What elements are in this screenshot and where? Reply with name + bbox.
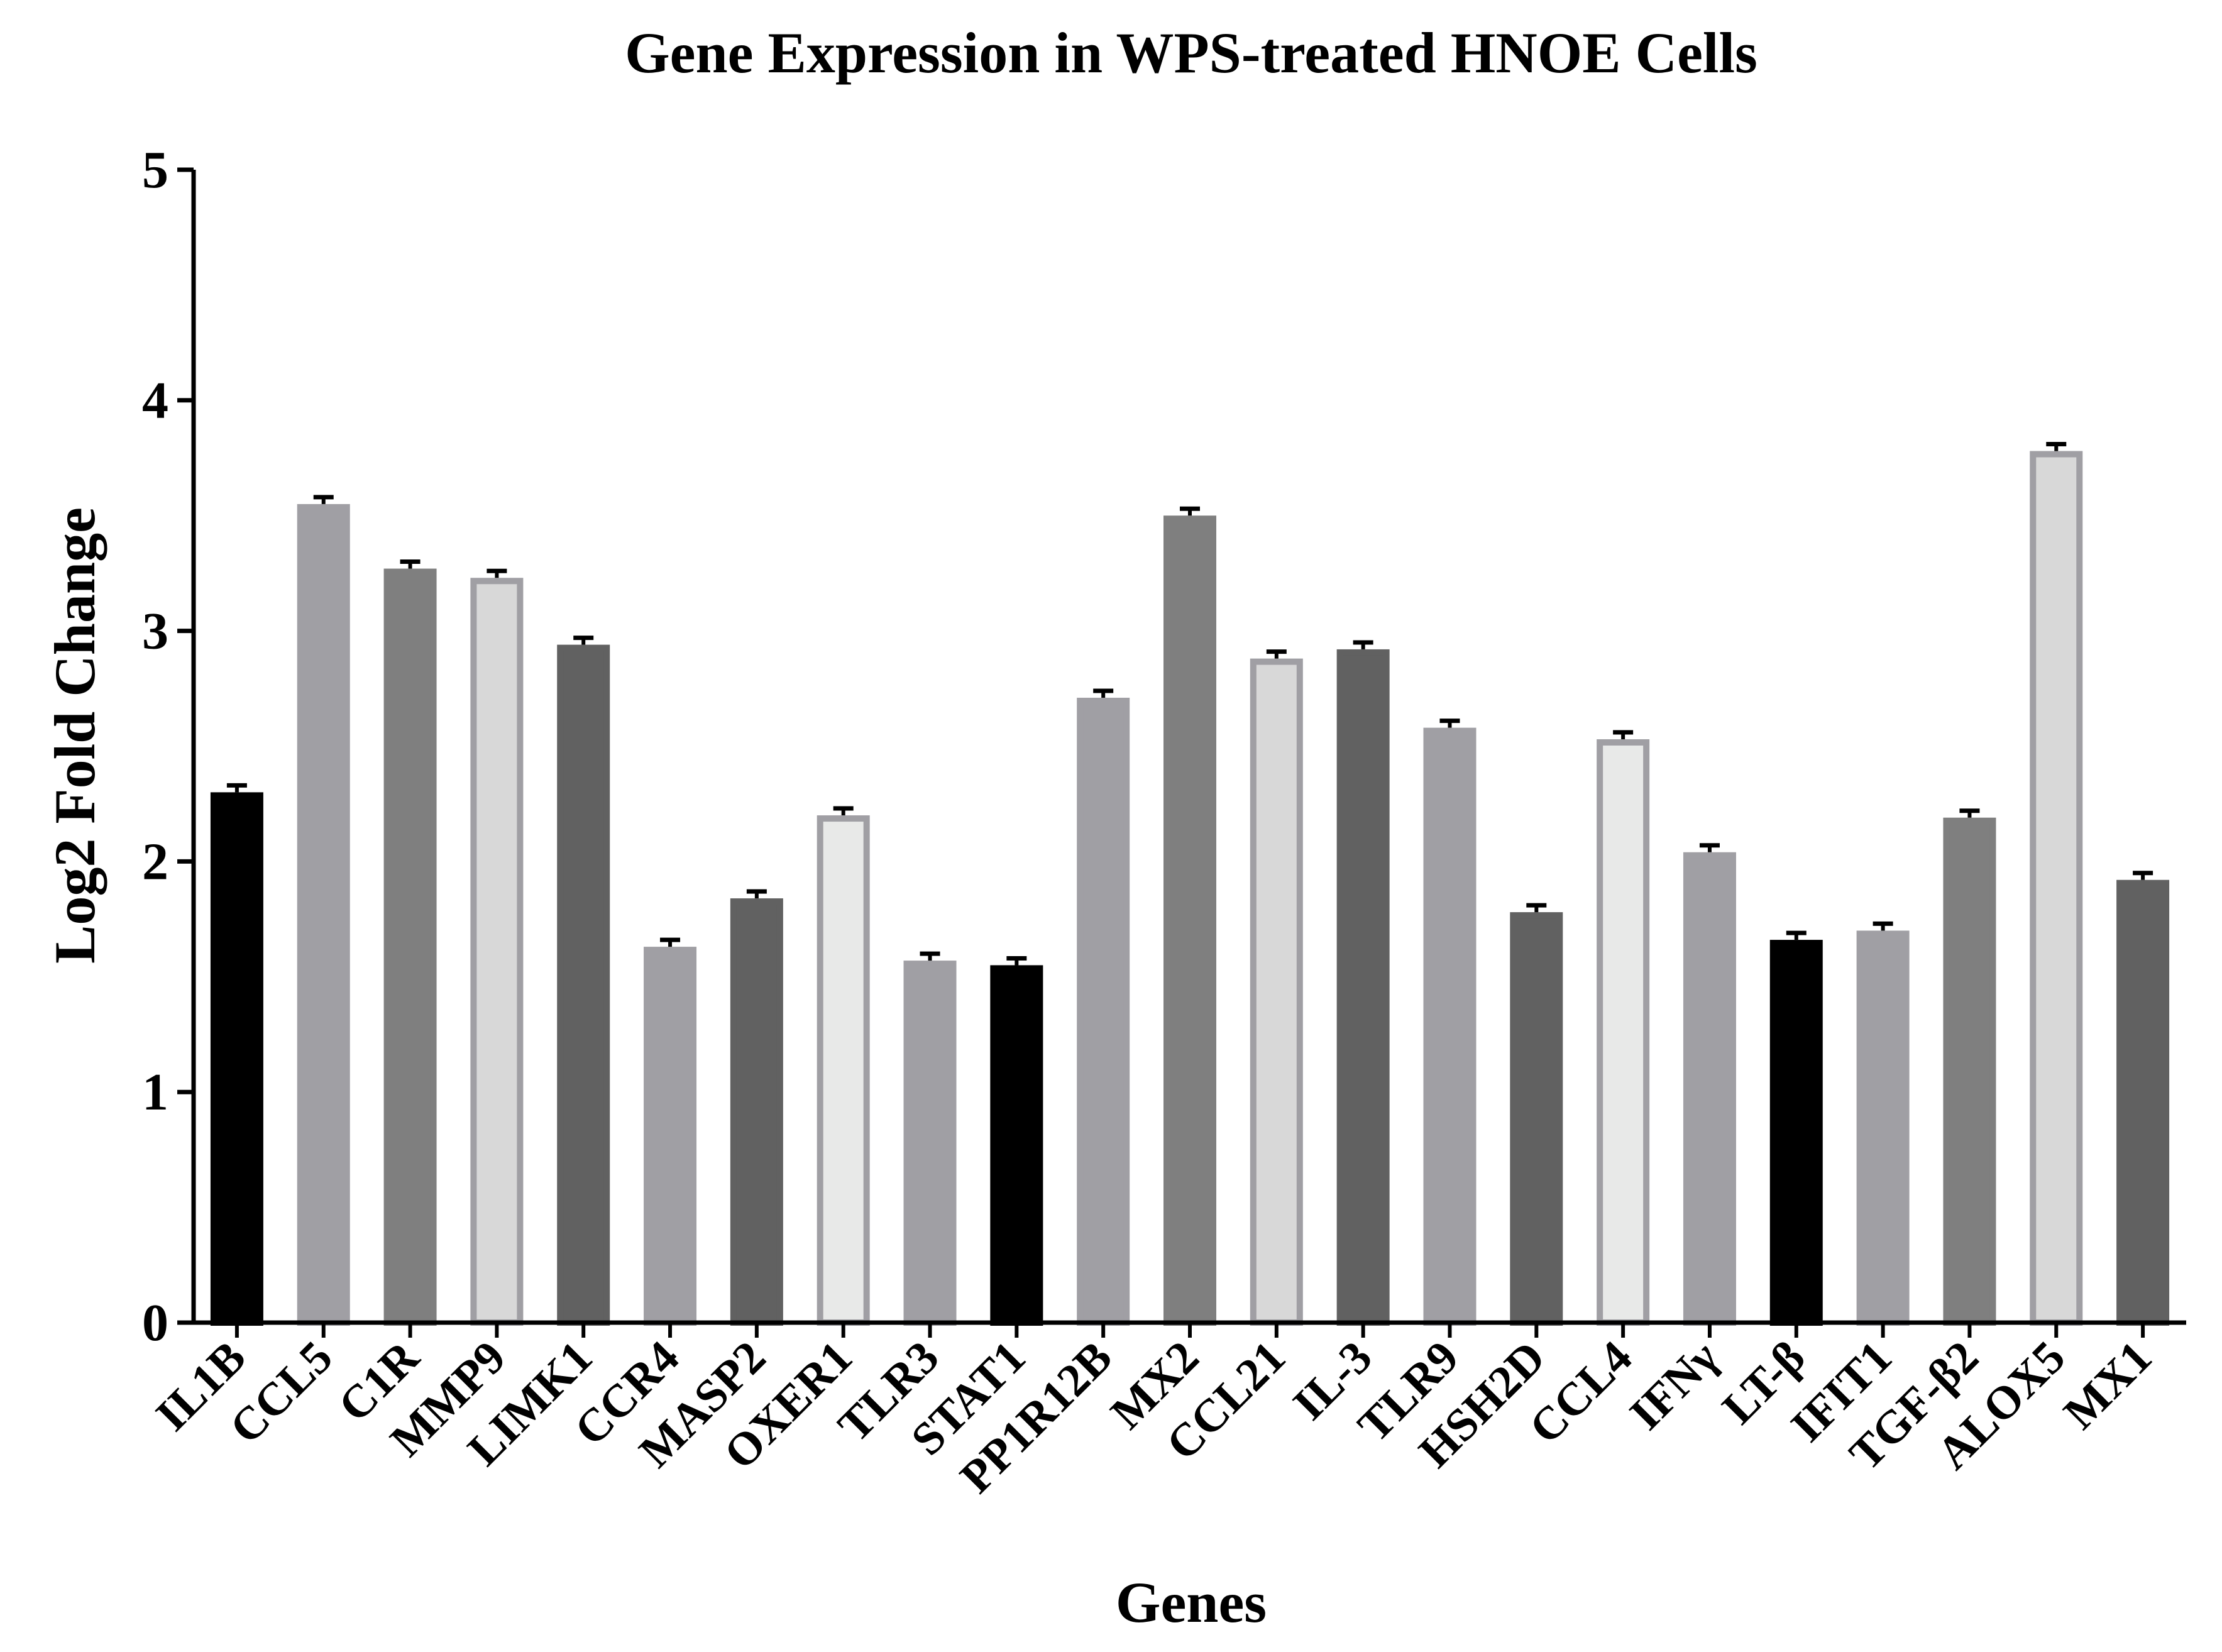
bars: [210, 451, 2170, 1326]
x-axis-label: Genes: [1116, 1570, 1267, 1634]
x-axis-category-labels: IL1BCCL5C1RMMP9LIMK1CCR4MASP2OXER1TLR3ST…: [146, 1323, 2162, 1503]
x-tick-label: CCL4: [1520, 1331, 1642, 1454]
bar-mmp9: [470, 578, 524, 1326]
bar-ifn-: [1683, 852, 1736, 1326]
bar-hsh2d: [1510, 912, 1563, 1326]
y-tick-label: 3: [142, 602, 168, 661]
y-axis-ticks: 0 1 2 3 4 5: [142, 141, 194, 1352]
y-tick-label: 2: [142, 832, 168, 891]
bar-ccl21: [1250, 658, 1303, 1326]
bar-il1b: [210, 792, 263, 1326]
bar-il-3: [1336, 649, 1390, 1326]
x-tick-label: IFNγ: [1620, 1331, 1729, 1440]
y-tick-label: 1: [142, 1063, 168, 1121]
bar-c1r: [383, 568, 437, 1326]
bar-tlr3: [903, 961, 957, 1326]
bar-ccr4: [644, 947, 697, 1326]
bar-tlr9: [1423, 727, 1477, 1326]
bar-stat1: [990, 965, 1043, 1326]
bar-mx2: [1163, 515, 1216, 1326]
bar-alox5: [2030, 451, 2083, 1326]
bar-limk1: [557, 644, 610, 1326]
bar-tgf-2: [1943, 817, 1996, 1326]
bar-lt-: [1769, 940, 1823, 1326]
y-tick-label: 0: [142, 1294, 168, 1352]
bar-ccl4: [1597, 739, 1650, 1326]
bar-oxer1: [817, 815, 870, 1326]
y-tick-label: 5: [142, 141, 168, 199]
x-tick-label: MX1: [2054, 1331, 2162, 1439]
error-bars: [226, 441, 2153, 966]
bar-mx1: [2116, 879, 2170, 1326]
bar-ifit1: [1856, 930, 1910, 1326]
chart-title: Gene Expression in WPS-treated HNOE Cell…: [625, 21, 1757, 85]
y-tick-label: 4: [142, 372, 168, 430]
bar-ccl5: [297, 504, 350, 1326]
y-axis-label: Log2 Fold Change: [43, 507, 107, 964]
bar-masp2: [730, 898, 783, 1326]
x-tick-label: CCL5: [220, 1331, 343, 1454]
bar-pp1r12b: [1077, 697, 1130, 1326]
